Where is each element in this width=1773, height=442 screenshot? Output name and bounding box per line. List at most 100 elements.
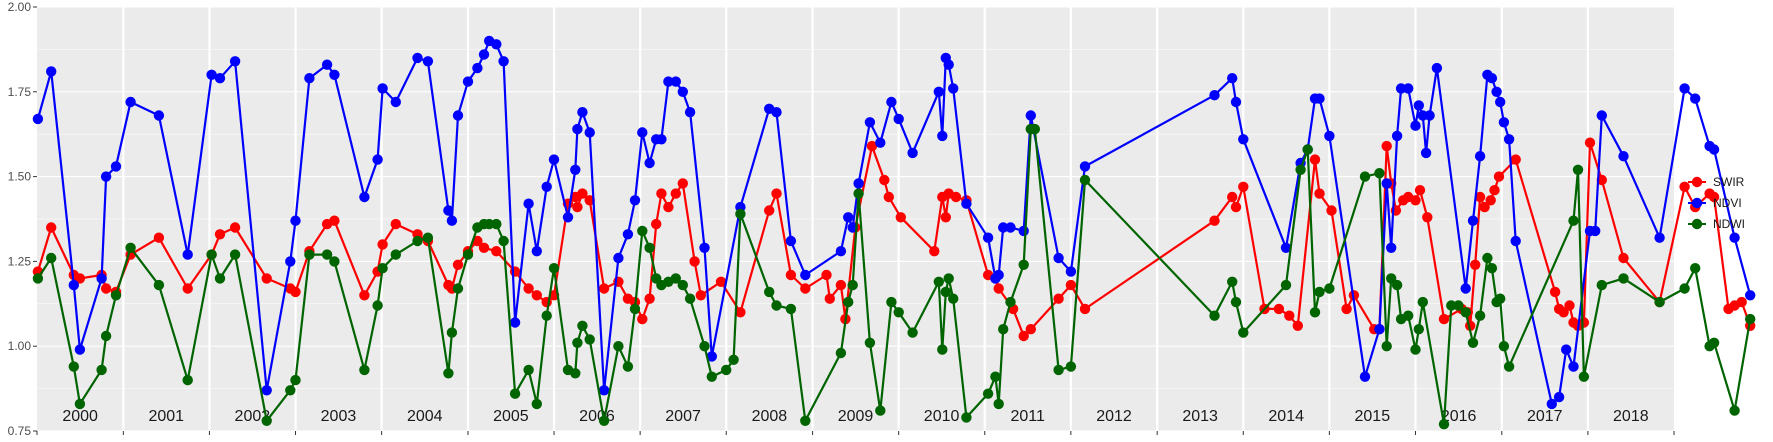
data-point-ndvi <box>74 344 86 355</box>
data-point-ndwi <box>1309 307 1321 318</box>
data-point-ndwi <box>321 249 333 260</box>
data-point-ndwi <box>491 218 502 230</box>
data-point-ndvi <box>1596 110 1608 121</box>
data-point-swir <box>359 290 370 301</box>
data-point-ndvi <box>1413 100 1425 111</box>
data-point-swir <box>290 286 301 298</box>
data-point-ndwi <box>110 290 122 301</box>
data-point-swir <box>677 178 688 189</box>
data-point-swir <box>663 201 674 213</box>
data-point-ndwi <box>886 296 897 308</box>
data-point-ndwi <box>1729 405 1740 416</box>
data-point-swir <box>1438 313 1450 325</box>
data-point-ndwi <box>1374 168 1385 179</box>
data-point-ndwi <box>1572 164 1584 175</box>
data-point-ndvi <box>993 269 1004 281</box>
data-point-swir <box>1510 154 1521 165</box>
legend-point-swatch <box>1691 218 1703 230</box>
data-point-ndwi <box>153 279 165 291</box>
data-point-ndwi <box>548 263 560 274</box>
data-point-ndwi <box>261 415 272 426</box>
data-point-ndwi <box>622 361 634 372</box>
data-point-ndvi <box>182 249 193 260</box>
data-point-ndwi <box>735 208 746 220</box>
data-point-swir <box>637 313 648 325</box>
data-point-ndvi <box>1025 110 1037 121</box>
data-point-ndvi <box>509 317 521 328</box>
data-point-ndwi <box>1578 371 1590 382</box>
series-line-ndvi <box>36 39 1752 405</box>
year-label: 2005 <box>493 408 529 425</box>
data-point-swir <box>1292 320 1304 331</box>
data-point-ndwi <box>1453 300 1464 311</box>
data-point-swir <box>1549 286 1561 298</box>
year-label: 2008 <box>752 408 788 425</box>
data-point-ndwi <box>1654 296 1665 308</box>
data-point-ndwi <box>1359 171 1371 182</box>
data-point-ndwi <box>462 249 474 260</box>
data-point-ndvi <box>110 161 122 172</box>
data-point-ndwi <box>937 344 948 355</box>
data-point-ndvi <box>706 351 717 362</box>
data-point-swir <box>771 188 782 199</box>
data-point-ndvi <box>1553 391 1565 403</box>
data-point-ndvi <box>948 83 959 94</box>
data-point-ndvi <box>290 215 301 226</box>
data-point-swir <box>377 239 388 250</box>
data-point-ndwi <box>1018 259 1029 270</box>
y-tick-label: 2.00 <box>8 0 32 14</box>
data-point-ndwi <box>853 188 864 199</box>
data-point-ndwi <box>290 374 301 386</box>
data-point-ndwi <box>1324 283 1335 294</box>
data-point-ndwi <box>498 235 509 247</box>
data-point-swir <box>472 235 483 247</box>
data-point-ndwi <box>446 327 458 338</box>
data-point-ndwi <box>541 310 552 321</box>
data-point-ndwi <box>372 300 383 311</box>
grid-lines <box>37 6 1674 432</box>
data-point-swir <box>74 273 86 284</box>
data-point-swir <box>531 290 542 301</box>
data-point-swir <box>1025 324 1037 335</box>
data-point-swir <box>735 307 746 318</box>
data-point-ndvi <box>491 39 502 50</box>
data-point-swir <box>929 246 940 257</box>
data-point-swir <box>879 174 890 186</box>
data-point-ndwi <box>771 300 782 311</box>
data-point-ndvi <box>771 107 782 118</box>
data-point-ndvi <box>670 76 681 87</box>
data-point-ndwi <box>990 371 1001 382</box>
data-point-swir <box>821 269 832 281</box>
data-point-ndvi <box>598 385 610 396</box>
data-point-swir <box>46 222 57 233</box>
data-point-ndwi <box>1495 293 1506 304</box>
data-point-ndvi <box>1314 93 1325 104</box>
data-point-ndvi <box>853 178 864 189</box>
data-point-ndwi <box>1503 361 1515 372</box>
data-point-swir <box>1410 195 1421 206</box>
data-point-ndvi <box>541 181 552 192</box>
data-point-swir <box>261 273 272 284</box>
year-label: 2001 <box>148 408 184 425</box>
data-point-ndwi <box>1413 324 1425 335</box>
data-point-swir <box>1065 279 1077 291</box>
legend-item-ndwi: NDWI <box>1688 217 1745 231</box>
data-point-ndwi <box>412 235 423 247</box>
data-point-ndvi <box>1486 73 1498 84</box>
data-point-ndvi <box>531 246 542 257</box>
data-point-ndwi <box>1486 263 1498 274</box>
data-point-ndvi <box>206 69 217 81</box>
data-point-swir <box>1314 188 1325 199</box>
data-point-ndvi <box>1491 86 1502 98</box>
year-label: 2012 <box>1096 408 1132 425</box>
data-point-ndvi <box>153 110 165 121</box>
data-series <box>32 35 1756 430</box>
data-point-swir <box>1584 137 1596 148</box>
data-point-ndvi <box>699 242 710 253</box>
data-point-ndwi <box>100 330 112 342</box>
data-point-swir <box>1230 201 1242 213</box>
data-point-swir <box>1238 181 1249 192</box>
data-point-ndvi <box>321 59 333 70</box>
data-point-swir <box>153 232 165 243</box>
data-point-ndvi <box>1745 290 1756 301</box>
